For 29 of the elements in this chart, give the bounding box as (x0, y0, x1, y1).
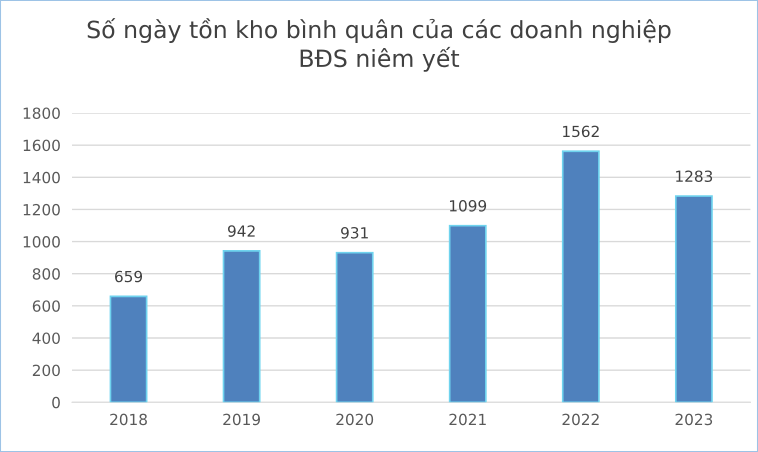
y-tick-label: 0 (52, 396, 60, 408)
bar (222, 250, 261, 402)
y-tick-label: 400 (32, 332, 60, 344)
data-label: 1099 (450, 200, 486, 212)
x-tick-label: 2021 (449, 414, 486, 426)
bar (336, 252, 374, 402)
data-label: 659 (115, 270, 142, 282)
y-tick-label: 200 (32, 364, 60, 376)
y-tick-label: 1200 (24, 204, 60, 216)
bar (110, 296, 148, 402)
bar (448, 224, 487, 402)
x-tick-label: 2019 (223, 414, 260, 426)
x-tick-label: 2020 (336, 414, 374, 426)
y-tick-label: 1800 (24, 107, 60, 120)
chart-title: Số ngày tồn kho bình quân của các doanh nghiệp BĐS niêm yết (88, 18, 671, 72)
x-tick-label: 2018 (110, 414, 147, 426)
data-label: 931 (341, 227, 368, 239)
y-tick-label: 1600 (24, 140, 60, 152)
x-tick-label: 2023 (676, 414, 712, 426)
data-label: 1562 (563, 126, 599, 138)
y-tick-label: 1400 (24, 172, 60, 184)
x-tick-label: 2022 (562, 414, 599, 426)
y-tick-label: 600 (32, 300, 60, 312)
bar (674, 195, 713, 402)
data-label: 942 (228, 225, 255, 237)
y-tick-label: 1000 (24, 236, 60, 248)
bar (562, 150, 600, 402)
y-tick-label: 800 (32, 268, 60, 280)
data-label: 1283 (676, 170, 712, 182)
